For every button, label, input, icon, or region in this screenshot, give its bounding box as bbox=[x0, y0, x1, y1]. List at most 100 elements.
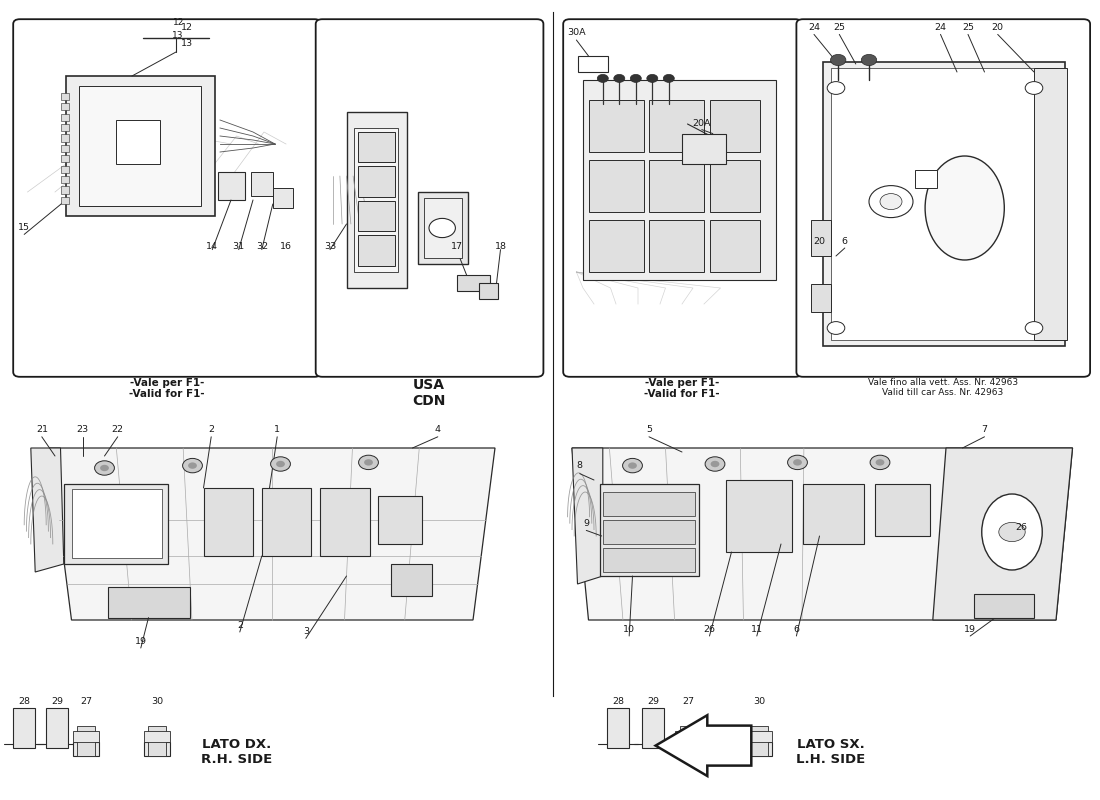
Bar bbox=[73, 742, 99, 756]
Bar bbox=[675, 742, 702, 756]
Text: 5: 5 bbox=[646, 425, 652, 434]
Bar bbox=[148, 726, 166, 756]
Circle shape bbox=[705, 457, 725, 471]
Bar bbox=[649, 100, 704, 152]
Text: 25: 25 bbox=[834, 23, 845, 32]
Text: 20: 20 bbox=[992, 23, 1003, 32]
Bar bbox=[60, 176, 69, 183]
Bar bbox=[578, 56, 608, 72]
Text: 19: 19 bbox=[135, 637, 146, 646]
Bar bbox=[60, 145, 69, 152]
Circle shape bbox=[188, 462, 197, 469]
Bar bbox=[66, 76, 214, 216]
Text: 25: 25 bbox=[962, 23, 974, 32]
Text: 2: 2 bbox=[208, 425, 214, 434]
Text: 22: 22 bbox=[112, 425, 123, 434]
Circle shape bbox=[793, 459, 802, 466]
Bar bbox=[13, 708, 35, 748]
Text: 3: 3 bbox=[302, 627, 309, 636]
Bar bbox=[418, 192, 468, 264]
Bar bbox=[144, 742, 170, 756]
Circle shape bbox=[623, 458, 642, 473]
Text: eurospares: eurospares bbox=[390, 265, 468, 279]
Circle shape bbox=[999, 522, 1025, 542]
Polygon shape bbox=[572, 448, 1072, 620]
Bar bbox=[915, 170, 937, 188]
Bar bbox=[675, 731, 702, 742]
Bar bbox=[583, 80, 775, 280]
Circle shape bbox=[711, 461, 719, 467]
Text: 6: 6 bbox=[842, 237, 848, 246]
Text: 8: 8 bbox=[576, 462, 583, 470]
Bar bbox=[726, 480, 792, 552]
Text: 21: 21 bbox=[36, 425, 47, 434]
Text: 29: 29 bbox=[52, 697, 63, 706]
Text: 18: 18 bbox=[495, 242, 506, 251]
Circle shape bbox=[861, 54, 877, 66]
Circle shape bbox=[876, 459, 884, 466]
Polygon shape bbox=[933, 448, 1072, 620]
Text: 26: 26 bbox=[704, 625, 715, 634]
Circle shape bbox=[271, 457, 290, 471]
Bar bbox=[60, 103, 69, 110]
Bar bbox=[746, 742, 772, 756]
Ellipse shape bbox=[925, 156, 1004, 260]
Bar bbox=[588, 220, 643, 272]
Text: 11: 11 bbox=[751, 625, 762, 634]
Text: 30A: 30A bbox=[568, 28, 585, 37]
Text: 14: 14 bbox=[207, 242, 218, 251]
Text: eurospares: eurospares bbox=[165, 513, 242, 527]
Bar bbox=[649, 160, 704, 212]
Circle shape bbox=[364, 459, 373, 466]
Text: 20: 20 bbox=[814, 237, 825, 246]
Bar bbox=[830, 68, 1057, 340]
Text: 30: 30 bbox=[752, 697, 766, 706]
Text: 6: 6 bbox=[793, 625, 800, 634]
Bar bbox=[710, 160, 760, 212]
Text: 26: 26 bbox=[1015, 523, 1026, 532]
Text: LATO SX.
L.H. SIDE: LATO SX. L.H. SIDE bbox=[796, 738, 865, 766]
FancyBboxPatch shape bbox=[796, 19, 1090, 377]
FancyBboxPatch shape bbox=[563, 19, 802, 377]
Text: 10: 10 bbox=[624, 625, 635, 634]
Bar bbox=[73, 731, 99, 742]
Bar bbox=[64, 484, 168, 564]
Polygon shape bbox=[31, 448, 64, 572]
Text: 13: 13 bbox=[173, 31, 184, 40]
Circle shape bbox=[880, 194, 902, 210]
Text: eurospares: eurospares bbox=[649, 265, 726, 279]
Bar bbox=[60, 197, 69, 204]
Bar bbox=[358, 166, 395, 197]
Circle shape bbox=[827, 322, 845, 334]
Text: 20A: 20A bbox=[693, 119, 711, 128]
Text: eurospares: eurospares bbox=[904, 265, 981, 279]
Circle shape bbox=[630, 74, 641, 82]
Bar bbox=[710, 220, 760, 272]
Bar bbox=[320, 488, 370, 556]
Bar bbox=[79, 86, 201, 206]
Text: 16: 16 bbox=[280, 242, 292, 251]
Circle shape bbox=[788, 455, 807, 470]
Bar bbox=[46, 708, 68, 748]
Bar bbox=[262, 488, 311, 556]
Bar bbox=[600, 484, 698, 576]
Bar bbox=[811, 220, 830, 256]
Bar bbox=[60, 124, 69, 131]
Text: -Vale per F1-
-Valid for F1-: -Vale per F1- -Valid for F1- bbox=[645, 378, 719, 399]
FancyBboxPatch shape bbox=[316, 19, 543, 377]
Circle shape bbox=[869, 186, 913, 218]
Text: eurospares: eurospares bbox=[710, 513, 786, 527]
Text: 33: 33 bbox=[323, 242, 337, 251]
Text: 30: 30 bbox=[151, 697, 164, 706]
Bar bbox=[116, 120, 160, 164]
Bar bbox=[108, 587, 190, 618]
Text: 24: 24 bbox=[808, 23, 820, 32]
Text: 19: 19 bbox=[965, 625, 976, 634]
Ellipse shape bbox=[981, 494, 1043, 570]
Bar bbox=[218, 172, 245, 200]
Text: LATO DX.
R.H. SIDE: LATO DX. R.H. SIDE bbox=[201, 738, 272, 766]
Bar bbox=[77, 726, 95, 756]
Text: 12: 12 bbox=[173, 18, 184, 27]
Bar bbox=[378, 496, 422, 544]
Bar bbox=[642, 708, 664, 748]
